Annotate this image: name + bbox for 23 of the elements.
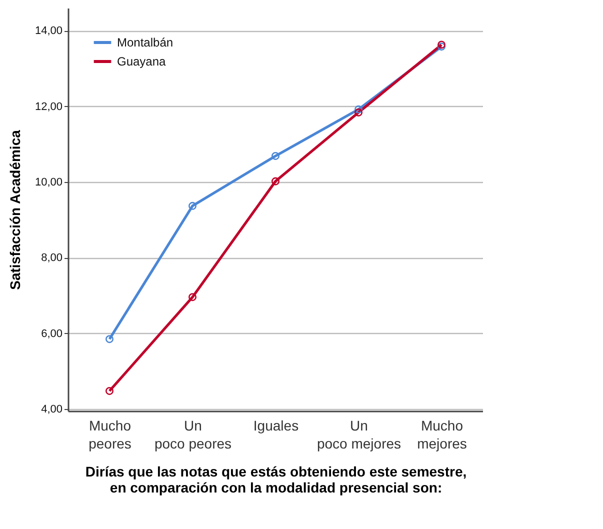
y-tick-label: 14,00 [34,25,62,38]
x-tick-label: Un poco mejores [316,418,402,452]
y-tick-label: 8,00 [41,252,62,264]
point [188,202,197,210]
y-tick-label: 12,00 [34,100,62,113]
point [271,152,280,160]
point [105,335,114,344]
x-tick-label: Mucho peores [88,418,132,452]
x-tick-label: Un poco peores [154,418,232,452]
point [354,105,363,114]
x-tick-label: Mucho mejores [417,418,467,452]
x-tick-label: Iguales [253,418,299,434]
x-axis-title: Dirías que las notas que estás obteniendo este semestre, en comparación con la modalidad presencial son: [85,464,467,496]
point [271,177,280,186]
legend-label: Montalbán [117,36,174,50]
point [354,108,363,116]
y-tick-label: 6,00 [41,328,62,340]
y-tick-label: 10,00 [34,176,62,189]
y-axis-title: Satisfacción Académica [6,130,23,290]
point [105,386,114,395]
point [188,293,197,302]
legend-label: Guayana [117,54,166,68]
y-tick-label: 4,00 [41,404,62,416]
